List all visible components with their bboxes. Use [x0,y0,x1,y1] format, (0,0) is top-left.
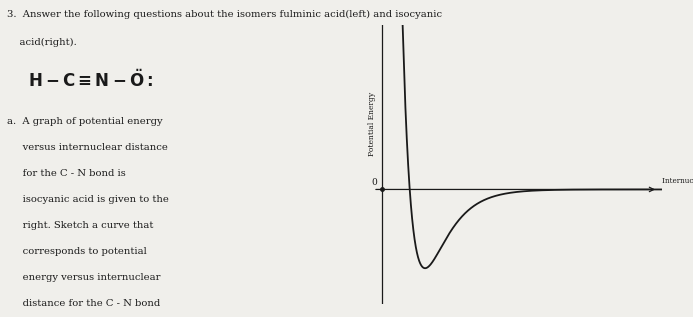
Text: energy versus internuclear: energy versus internuclear [7,273,161,282]
Text: $\mathbf{H-\ddot{C}{=}N{=}\ddot{O}:}$: $\mathbf{H-\ddot{C}{=}N{=}\ddot{O}:}$ [395,70,520,91]
Text: 3.  Answer the following questions about the isomers fulminic acid(left) and iso: 3. Answer the following questions about … [7,10,442,19]
Text: a.  A graph of potential energy: a. A graph of potential energy [7,117,163,126]
Text: distance for the C - N bond: distance for the C - N bond [7,299,160,308]
Text: for the C - N bond is: for the C - N bond is [7,169,125,178]
Text: versus internuclear distance: versus internuclear distance [7,143,168,152]
Text: Potential Energy: Potential Energy [368,92,376,156]
Text: $\mathbf{H-C{\equiv}N-\ddot{O}:}$: $\mathbf{H-C{\equiv}N-\ddot{O}:}$ [28,70,153,91]
Text: acid(right).: acid(right). [7,38,77,47]
Text: 0: 0 [371,178,377,187]
Text: isocyanic acid is given to the: isocyanic acid is given to the [7,195,169,204]
Text: Internuclear Distance: Internuclear Distance [662,177,693,185]
Text: right. Sketch a curve that: right. Sketch a curve that [7,221,153,230]
Text: corresponds to potential: corresponds to potential [7,247,147,256]
